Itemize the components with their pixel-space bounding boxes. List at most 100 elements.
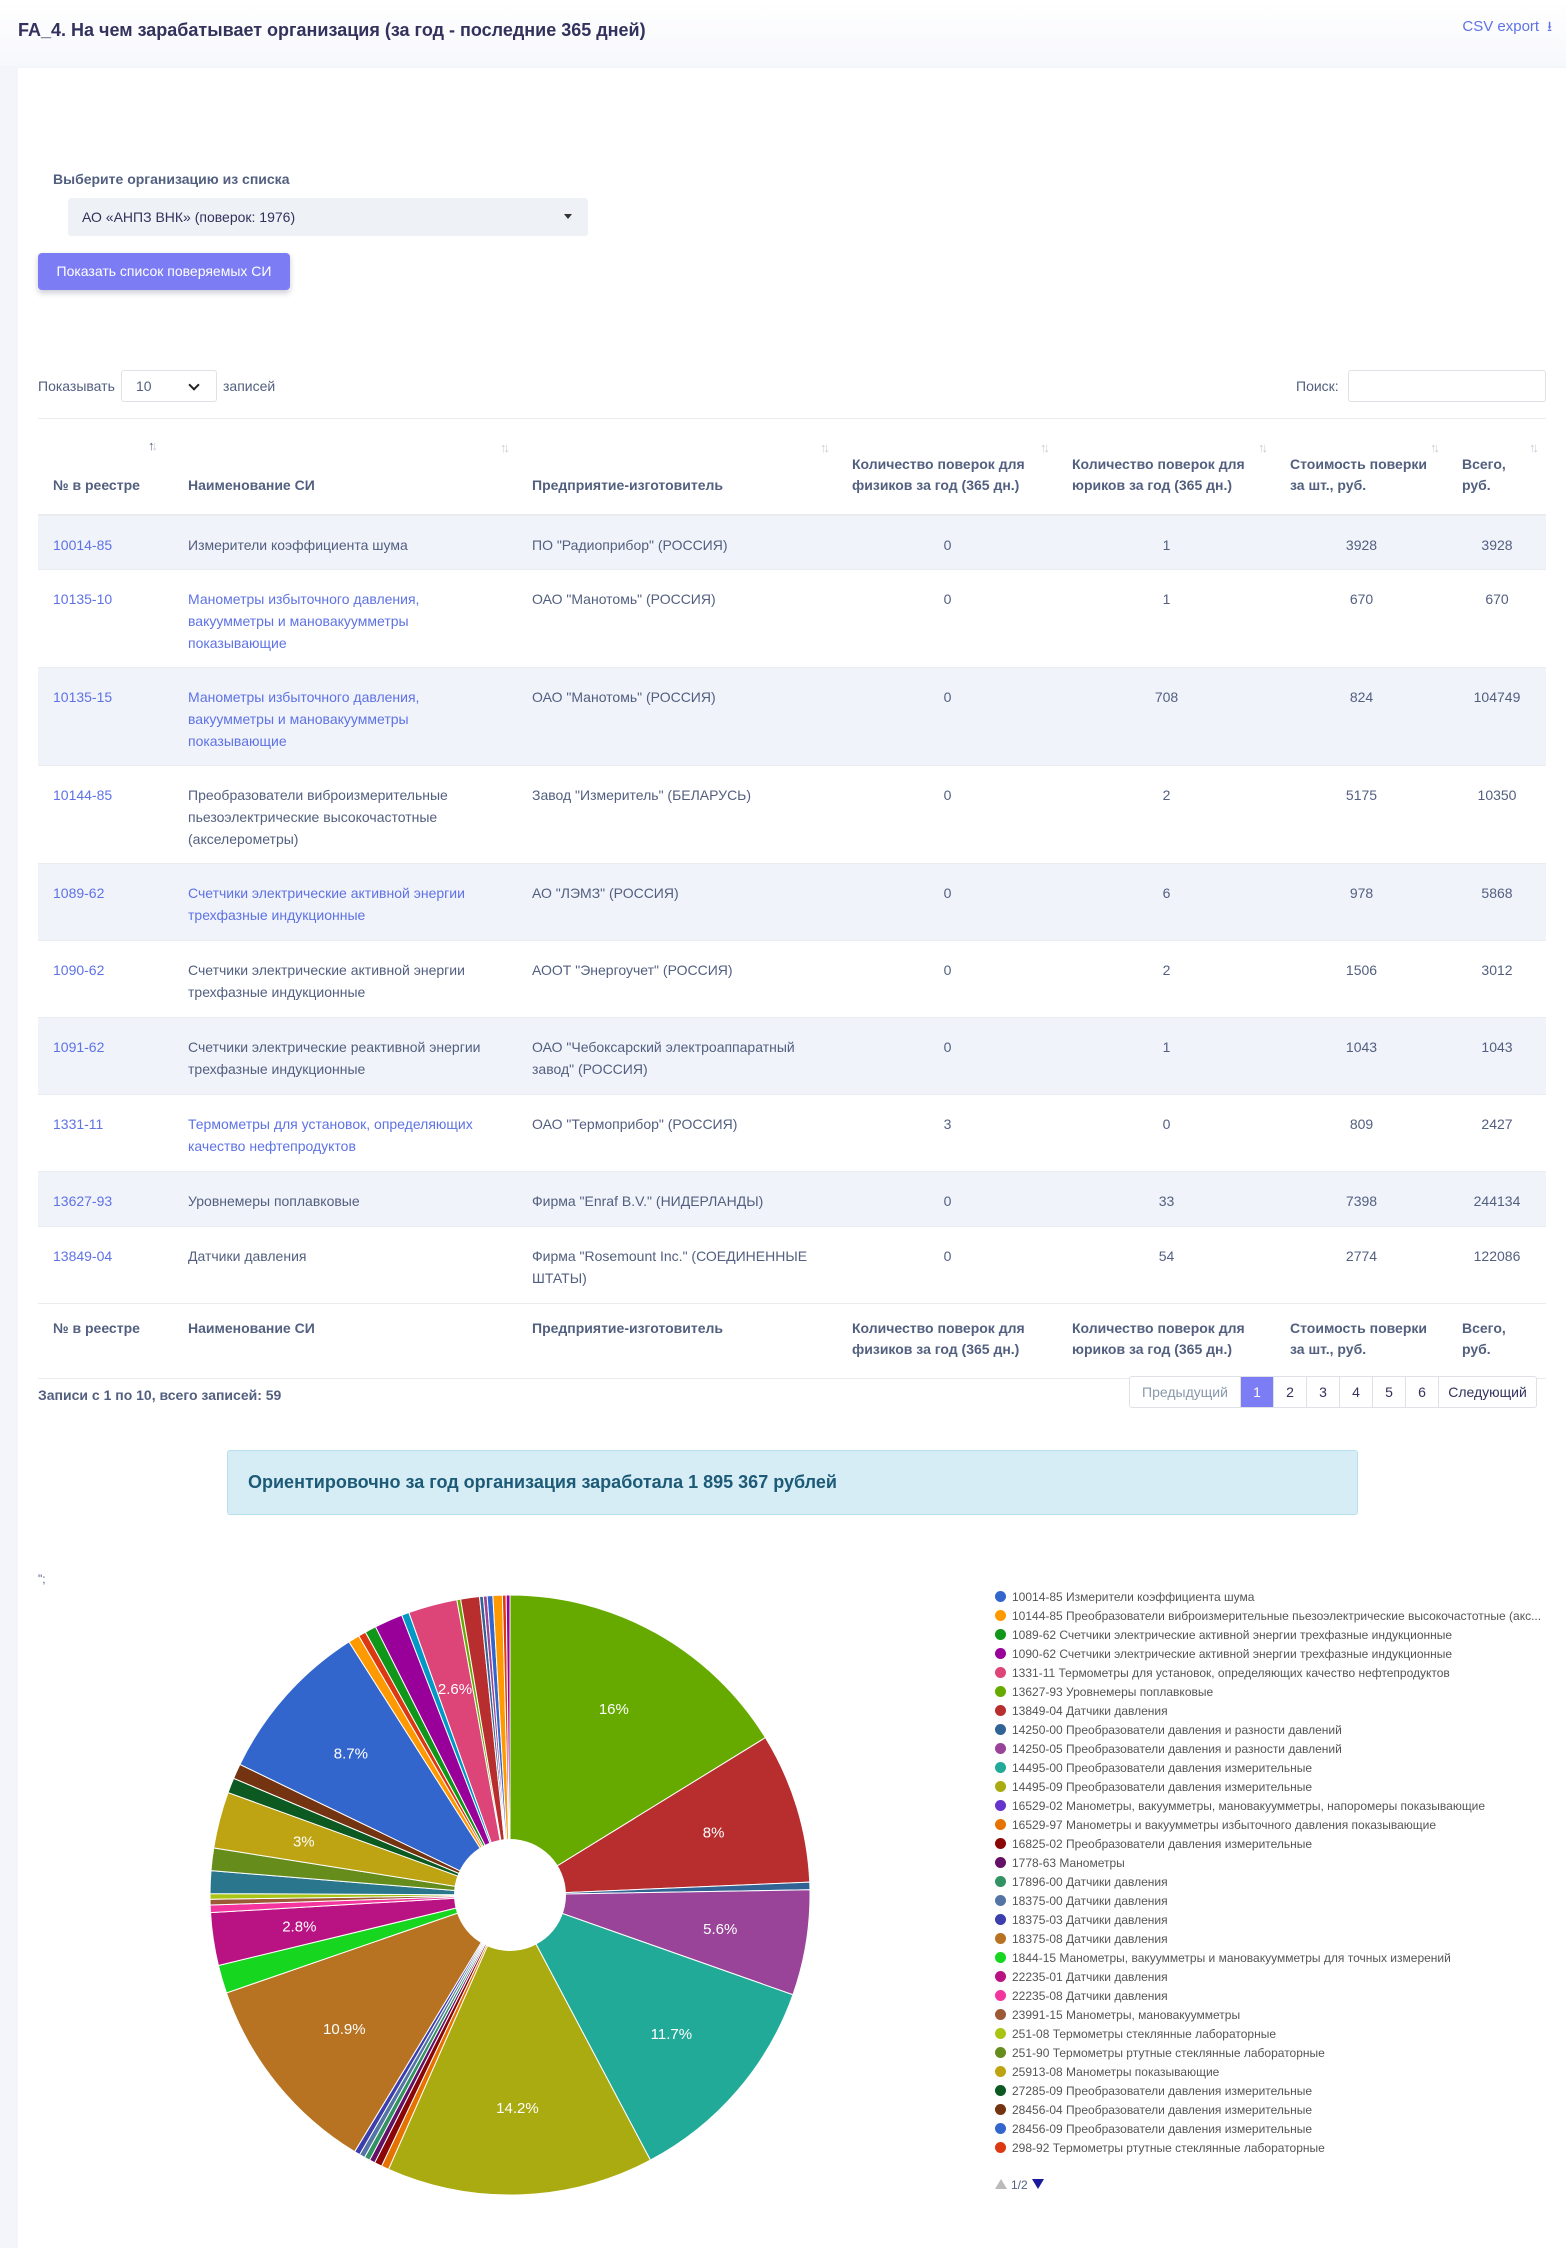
pie-slice-label: 8.7% (334, 1745, 368, 1762)
legend-item[interactable]: 18375-00 Датчики давления (995, 1892, 1550, 1911)
show-list-button[interactable]: Показать список поверяемых СИ (38, 253, 290, 290)
legend-item[interactable]: 27285-09 Преобразователи давления измери… (995, 2082, 1550, 2101)
col-header-phys[interactable]: Количество поверок для физиков за год (3… (837, 418, 1057, 516)
page-button[interactable]: 2 (1273, 1377, 1306, 1407)
legend-item[interactable]: 23991-15 Манометры, мановакуумметры (995, 2006, 1550, 2025)
legend-item[interactable]: 10014-85 Измерители коэффициента шума (995, 1588, 1550, 1607)
legend-item[interactable]: 1089-62 Счетчики электрические активной … (995, 1626, 1550, 1645)
cell-reg[interactable]: 10135-10 (53, 591, 113, 607)
cell-reg[interactable]: 1090-62 (53, 962, 105, 978)
legend-prev-icon[interactable] (995, 2179, 1007, 2189)
legend-item[interactable]: 18375-03 Датчики давления (995, 1911, 1550, 1930)
cell-total: 10350 (1477, 787, 1517, 803)
pie-slice[interactable] (508, 1894, 794, 2161)
table-cell: 0 (837, 1017, 1057, 1095)
next-page-button[interactable]: Следующий (1438, 1377, 1536, 1407)
table-cell: Манометры избыточного давления, вакуумме… (173, 667, 517, 766)
org-select[interactable]: АО «АНПЗ ВНК» (поверок: 1976) (68, 198, 588, 236)
legend-item[interactable]: 13849-04 Датчики давления (995, 1702, 1550, 1721)
page-button[interactable]: 3 (1306, 1377, 1339, 1407)
legend-label: 28456-09 Преобразователи давления измери… (1012, 2122, 1313, 2136)
cell-name[interactable]: Манометры избыточного давления, вакуумме… (188, 689, 420, 749)
page-button[interactable]: 4 (1339, 1377, 1372, 1407)
legend-item[interactable]: 18375-08 Датчики давления (995, 1930, 1550, 1949)
table-cell: Манометры избыточного давления, вакуумме… (173, 569, 517, 668)
legend-item[interactable]: 251-08 Термометры стеклянные лабораторны… (995, 2025, 1550, 2044)
earnings-pie-chart: 16% 8% 5.6% 11.7% 14.2% 10.9% 2.8% 3% 8.7% 2.6% (209, 1594, 811, 2196)
page-button[interactable]: 5 (1372, 1377, 1405, 1407)
legend-dot-icon (995, 2066, 1006, 2077)
csv-export-link[interactable]: CSV export ⭳ (1462, 16, 1552, 40)
prev-page-button[interactable]: Предыдущий (1142, 1384, 1228, 1400)
legend-item[interactable]: 22235-08 Датчики давления (995, 1987, 1550, 2006)
legend-item[interactable]: 25913-08 Манометры показывающие (995, 2063, 1550, 2082)
cell-name[interactable]: Счетчики электрические активной энергии … (188, 885, 465, 923)
cell-total: 1043 (1481, 1039, 1513, 1055)
legend-item[interactable]: 251-90 Термометры ртутные стеклянные лаб… (995, 2044, 1550, 2063)
cell-name[interactable]: Термометры для установок, определяющих к… (188, 1116, 473, 1154)
legend-item[interactable]: 14495-09 Преобразователи давления измери… (995, 1778, 1550, 1797)
table-cell: 0 (837, 863, 1057, 941)
cell-reg[interactable]: 13627-93 (53, 1193, 113, 1209)
table-cell: 6 (1057, 863, 1275, 941)
donut-hole (454, 1839, 566, 1951)
col-header-reg[interactable]: № в реестре ↑↓ (38, 418, 173, 516)
cell-reg[interactable]: 10135-15 (53, 689, 113, 705)
legend-dot-icon (995, 1610, 1006, 1621)
cell-reg[interactable]: 1089-62 (53, 885, 105, 901)
length-select[interactable]: 10 (121, 370, 217, 402)
table-row: 10135-10 Манометры избыточного давления, … (38, 569, 1546, 668)
cell-total: 3012 (1481, 962, 1513, 978)
page-button[interactable]: 6 (1405, 1377, 1438, 1407)
cell-name[interactable]: Манометры избыточного давления, вакуумме… (188, 591, 420, 651)
legend-item[interactable]: 13627-93 Уровнемеры поплавковые (995, 1683, 1550, 1702)
pie-slice[interactable] (225, 1894, 512, 2153)
sort-icon: ↑↓ (148, 438, 158, 453)
legend-item[interactable]: 28456-09 Преобразователи давления измери… (995, 2120, 1550, 2139)
legend-item[interactable]: 16825-02 Преобразователи давления измери… (995, 1835, 1550, 1854)
legend-item[interactable]: 1331-11 Термометры для установок, опреде… (995, 1664, 1550, 1683)
legend-item[interactable]: 298-92 Термометры ртутные стеклянные лаб… (995, 2139, 1550, 2158)
cell-reg[interactable]: 1091-62 (53, 1039, 105, 1055)
col-header-maker[interactable]: Предприятие-изготовитель ↑↓ (517, 418, 837, 516)
cell-price: 5175 (1345, 787, 1378, 803)
col-footer-price: Стоимость поверки за шт., руб. (1275, 1303, 1447, 1379)
legend-item[interactable]: 14495-00 Преобразователи давления измери… (995, 1759, 1550, 1778)
col-footer-jur: Количество поверок для юриков за год (36… (1057, 1303, 1275, 1379)
search-input[interactable] (1348, 370, 1546, 402)
legend-item[interactable]: 10144-85 Преобразователи виброизмеритель… (995, 1607, 1550, 1626)
legend-item[interactable]: 1090-62 Счетчики электрические активной … (995, 1645, 1550, 1664)
cell-reg[interactable]: 10014-85 (53, 536, 113, 553)
legend-item[interactable]: 16529-02 Манометры, вакуумметры, мановак… (995, 1797, 1550, 1816)
cell-reg[interactable]: 10144-85 (53, 787, 113, 803)
legend-dot-icon (995, 1952, 1006, 1963)
col-header-price[interactable]: Стоимость поверки за шт., руб. ↑↓ (1275, 418, 1447, 516)
legend-label: 14250-05 Преобразователи давления и разн… (1012, 1742, 1342, 1756)
legend-item[interactable]: 14250-05 Преобразователи давления и разн… (995, 1740, 1550, 1759)
cell-total: 3928 (1481, 536, 1513, 553)
cell-reg[interactable]: 1331-11 (53, 1116, 104, 1132)
pie-slice[interactable] (509, 1594, 767, 1896)
col-header-total[interactable]: Всего, руб. ↑↓ (1447, 418, 1546, 516)
col-header-name[interactable]: Наименование СИ ↑↓ (173, 418, 517, 516)
legend-item[interactable]: 28456-04 Преобразователи давления измери… (995, 2101, 1550, 2120)
legend-next-icon[interactable] (1031, 2179, 1044, 2189)
pie-slice[interactable] (387, 1893, 652, 2196)
cell-reg[interactable]: 13849-04 (53, 1248, 113, 1264)
legend-item[interactable]: 17896-00 Датчики давления (995, 1873, 1550, 1892)
legend-item[interactable]: 16529-97 Манометры и вакуумметры избыточ… (995, 1816, 1550, 1835)
table-cell: 1331-11 (38, 1094, 173, 1172)
pie-slice[interactable] (239, 1641, 512, 1897)
pie-slice[interactable] (508, 1736, 811, 1896)
col-header-jur[interactable]: Количество поверок для юриков за год (36… (1057, 418, 1275, 516)
cell-name: Уровнемеры поплавковые (188, 1193, 360, 1209)
legend-item[interactable]: 1778-63 Манометры (995, 1854, 1550, 1873)
page-button[interactable]: 1 (1240, 1377, 1273, 1407)
legend-item[interactable]: 14250-00 Преобразователи давления и разн… (995, 1721, 1550, 1740)
legend-item[interactable]: 1844-15 Манометры, вакуумметры и мановак… (995, 1949, 1550, 1968)
pie-slice[interactable] (505, 1594, 511, 1896)
table-cell: 5175 (1275, 765, 1447, 864)
pie-slice-label: 8% (703, 1825, 725, 1842)
legend-item[interactable]: 22235-01 Датчики давления (995, 1968, 1550, 1987)
legend-dot-icon (995, 2009, 1006, 2020)
